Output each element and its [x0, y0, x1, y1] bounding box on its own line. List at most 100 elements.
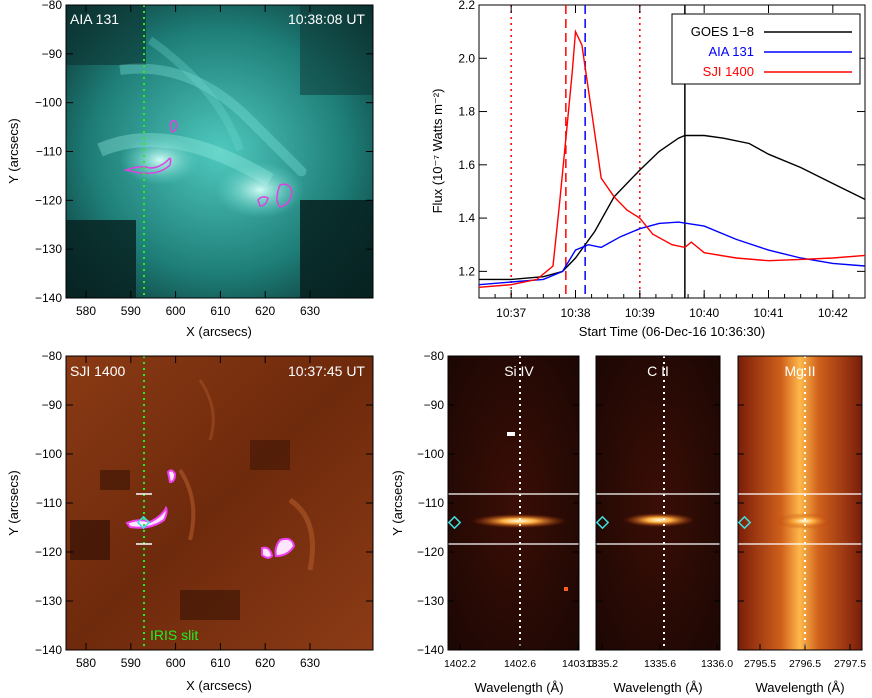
aia-x-tick-label: 620: [255, 304, 275, 318]
chart-x-axis-label: Start Time (06-Dec-16 10:36:30): [579, 324, 765, 339]
aia-contour: [276, 183, 293, 208]
sji-channel-label: SJI 1400: [70, 363, 125, 379]
spectrum-c-ii-panel: C II: [595, 355, 721, 651]
aia-y-tick-label: −140: [35, 291, 62, 305]
si-iv-x-axis-label: Wavelength (Å): [474, 680, 563, 695]
aia-contour: [169, 119, 178, 133]
sji-time-label: 10:37:45 UT: [288, 363, 365, 379]
chart-y-tick-label: 1.4: [458, 211, 475, 225]
sji-x-tick-label: 600: [166, 656, 186, 670]
spectra-y-axis-label: Y (arcsecs): [390, 470, 405, 536]
aia-131-panel: AIA 131 10:38:08 UT: [65, 4, 374, 299]
image-axes: 580 590 600 610 620 630 −80 −90 −100 −110 −120 −130…: [35, 0, 373, 670]
aia-bright-loop-west: [120, 135, 200, 185]
aia-x-axis-label: X (arcsecs): [186, 324, 252, 339]
si-iv-hotpixel: [507, 432, 515, 436]
chart-y-tick-label: 1.6: [458, 158, 475, 172]
aia-y-axis-label: Y (arcsecs): [6, 118, 21, 184]
chart-series: [478, 28, 866, 288]
sji-x-tick-label: 620: [255, 656, 275, 670]
si-iv-x-tick-label: 1402.2: [444, 658, 476, 670]
sji-x-axis-label: X (arcsecs): [186, 678, 252, 693]
aia-x-tick-label: 630: [300, 304, 320, 318]
aia-time-label: 10:38:08 UT: [288, 11, 365, 27]
aia-y-tick-label: −100: [35, 96, 62, 110]
si-iv-x-tick-label: 1403.0: [562, 658, 594, 670]
aia-x-tick-label: 580: [76, 304, 96, 318]
si-iv-x-tick-label: 1402.6: [504, 658, 536, 670]
sji-brightening: [261, 546, 274, 559]
aia-y-tick-label: −130: [35, 242, 62, 256]
sji-y-tick-label: −80: [42, 349, 63, 363]
chart-y-tick-label: 1.8: [458, 105, 475, 119]
aia-channel-label: AIA 131: [70, 11, 119, 27]
aia-x-tick-label: 600: [166, 304, 186, 318]
c-ii-emission: [623, 513, 695, 527]
legend-label-1: AIA 131: [708, 44, 754, 59]
sji-1400-panel: SJI 1400 10:37:45 UT IRIS slit: [65, 355, 374, 651]
spectra-y-tick-label: −110: [418, 496, 444, 510]
si-iv-emission: [471, 514, 567, 528]
aia-y-tick-label: −80: [42, 0, 63, 12]
sji-brightening: [166, 469, 177, 484]
chart-x-tick-label: 10:42: [818, 306, 848, 320]
aia-contour: [123, 157, 172, 175]
sji-x-tick-label: 630: [300, 656, 320, 670]
diamond-marker: [595, 515, 610, 530]
si-iv-background: [448, 356, 579, 650]
series-line-1: [478, 221, 866, 286]
spectra-y-tick-label: −90: [424, 398, 445, 412]
aia-x-tick-label: 610: [210, 304, 230, 318]
chart-x-tick-label: 10:41: [753, 306, 783, 320]
light-curve-chart: 10:37 10:38 10:39 10:40 10:41 10:42 1.2 1.4 1.6 1…: [430, 0, 866, 339]
c-ii-label: C II: [647, 363, 669, 379]
mg-ii-x-axis-label: Wavelength (Å): [755, 680, 844, 695]
sji-y-tick-label: −90: [42, 398, 63, 412]
diamond-marker: [447, 515, 462, 530]
sji-y-tick-label: −110: [36, 496, 62, 510]
spectra-y-tick-label: −140: [417, 643, 444, 657]
diamond-marker: [737, 515, 752, 530]
chart-y-tick-label: 2.0: [458, 51, 475, 65]
c-ii-x-tick-label: 1336.0: [701, 658, 733, 670]
sji-y-tick-label: −140: [35, 643, 62, 657]
spectra-y-tick-label: −80: [424, 349, 445, 363]
sji-y-tick-label: −100: [35, 447, 62, 461]
si-iv-hotpixel: [564, 587, 568, 591]
mg-ii-x-tick-label: 2795.5: [744, 658, 776, 670]
sji-brightening: [274, 537, 296, 558]
chart-legend: GOES 1−8 AIA 131 SJI 1400: [671, 13, 861, 85]
c-ii-x-tick-label: 1335.2: [586, 658, 618, 670]
diamond-marker: [136, 515, 151, 530]
spectrum-mg-ii-panel: Mg II: [737, 355, 863, 651]
aia-y-tick-label: −120: [35, 193, 62, 207]
chart-x-tick-label: 10:40: [689, 306, 719, 320]
aia-y-tick-label: −110: [36, 145, 62, 159]
spectra-panels: Si IV C II Mg II −80−90−100−110−120−130−…: [390, 349, 866, 695]
aia-y-tick-label: −90: [42, 47, 63, 61]
sji-x-tick-label: 580: [76, 656, 96, 670]
iris-slit-label: IRIS slit: [150, 627, 198, 643]
aia-x-tick-label: 590: [121, 304, 141, 318]
chart-y-tick-label: 2.2: [458, 0, 475, 12]
chart-x-tick-label: 10:37: [496, 306, 526, 320]
spectra-y-tick-label: −100: [417, 447, 444, 461]
chart-ticks: 10:37 10:38 10:39 10:40 10:41 10:42 1.2 1.4 1.6 1…: [458, 0, 866, 320]
spectra-y-tick-label: −130: [417, 594, 444, 608]
chart-y-axis-label: Flux (10⁻⁷ Watts m⁻²): [430, 89, 445, 214]
legend-label-0: GOES 1−8: [691, 24, 754, 39]
aia-bright-loop-east: [215, 162, 305, 218]
mg-ii-background: [738, 356, 862, 650]
chart-x-tick-label: 10:38: [560, 306, 590, 320]
spectrum-si-iv-panel: Si IV: [447, 355, 580, 651]
mg-ii-emission: [776, 513, 832, 529]
mg-ii-x-tick-label: 2796.5: [789, 658, 821, 670]
sji-y-tick-label: −120: [35, 545, 62, 559]
c-ii-x-axis-label: Wavelength (Å): [613, 680, 702, 695]
c-ii-background: [596, 356, 720, 650]
aia-contour: [257, 196, 269, 207]
c-ii-x-tick-label: 1335.6: [644, 658, 676, 670]
chart-x-tick-label: 10:39: [625, 306, 655, 320]
